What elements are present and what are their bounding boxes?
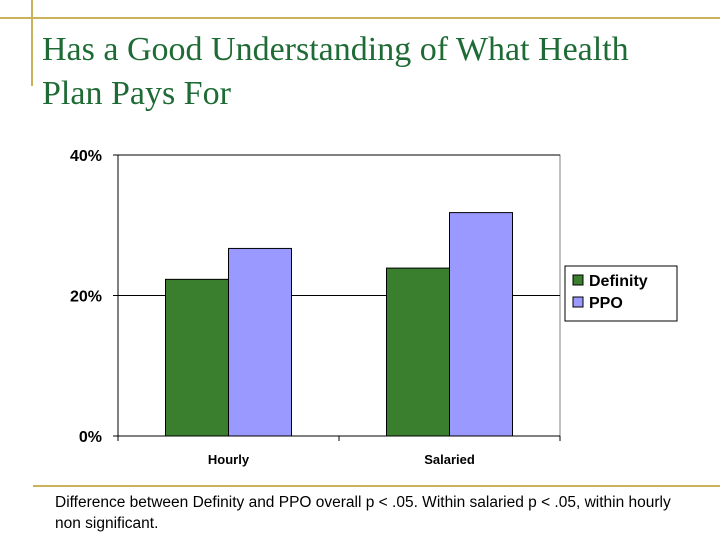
legend-box xyxy=(564,265,678,322)
bar-definity-salaried xyxy=(386,267,450,437)
bottom-rule xyxy=(33,485,720,487)
bar-ppo-salaried xyxy=(449,212,513,437)
footnote: Difference between Definity and PPO over… xyxy=(55,494,671,532)
x-category-label: Hourly xyxy=(208,452,250,467)
legend-swatch-definity xyxy=(572,274,584,286)
y-tick-labels: 0% 20% 40% xyxy=(70,148,102,446)
top-rule xyxy=(0,17,720,19)
y-tick-label: 0% xyxy=(79,429,102,446)
legend: Definity PPO xyxy=(564,265,678,322)
bar-chart: 0% 20% 40% Hourly Salaried Definity PPO xyxy=(70,148,678,467)
bars xyxy=(165,212,513,437)
x-category-label: Salaried xyxy=(424,452,475,467)
slide-title: Has a Good Understanding of What Health … xyxy=(42,31,629,112)
legend-swatch-ppo xyxy=(572,296,584,308)
left-rule xyxy=(31,0,33,86)
bar-definity-hourly xyxy=(165,278,229,437)
legend-label-ppo: PPO xyxy=(589,295,623,312)
x-category-labels: Hourly Salaried xyxy=(208,452,475,467)
y-tick-label: 20% xyxy=(70,289,102,306)
axes xyxy=(113,154,561,441)
bar-ppo-hourly xyxy=(228,247,292,437)
y-tick-label: 40% xyxy=(70,148,102,165)
legend-label-definity: Definity xyxy=(589,273,648,290)
